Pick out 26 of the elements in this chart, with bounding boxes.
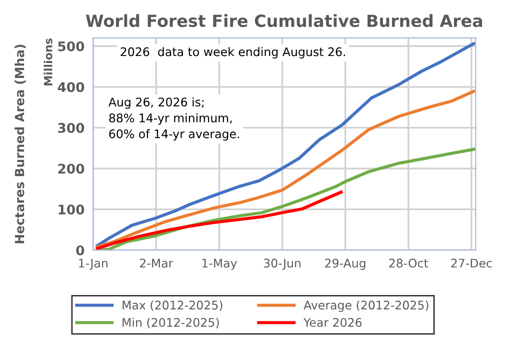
x-tick-label: 30-Jun [264,258,300,270]
legend-label: Max (2012-2025) [122,300,222,311]
annotation: Aug 26, 2026 is; 88% 14-yr minimum, 60% of 14-yr average. [108,97,240,141]
line-series [96,148,476,250]
y-tick-label: 200 [58,164,84,174]
y-tick-label: 300 [58,122,84,133]
text: Millions [44,38,52,86]
x-tick-label: 2-Mar [140,258,174,268]
x-tick-label: 1-Jan [79,258,108,270]
y-tick-label: 400 [58,82,84,92]
chart-title: World Forest Fire Cumulative Burned Area [86,14,482,28]
y-tick-label: 100 [58,204,84,215]
legend-label: Average (2012-2025) [304,300,428,312]
legend-label: Year 2026 [304,318,362,327]
line-series [96,190,343,250]
annotation: 2026 data to week ending August 26. [120,47,345,59]
line-series [96,90,476,248]
y-tick-label: 0 [76,245,84,256]
y-axis-title: Hectares Burned Area (Mha) [14,44,26,244]
line-series [96,42,476,248]
x-tick-label: 27-Dec [451,258,492,268]
x-tick-label: 28-Oct [389,258,428,268]
legend-label: Min (2012-2025) [122,318,219,328]
x-tick-label: 1-May [202,258,237,270]
x-tick-label: 29-Aug [325,258,366,270]
y-tick-label: 500 [58,41,84,52]
